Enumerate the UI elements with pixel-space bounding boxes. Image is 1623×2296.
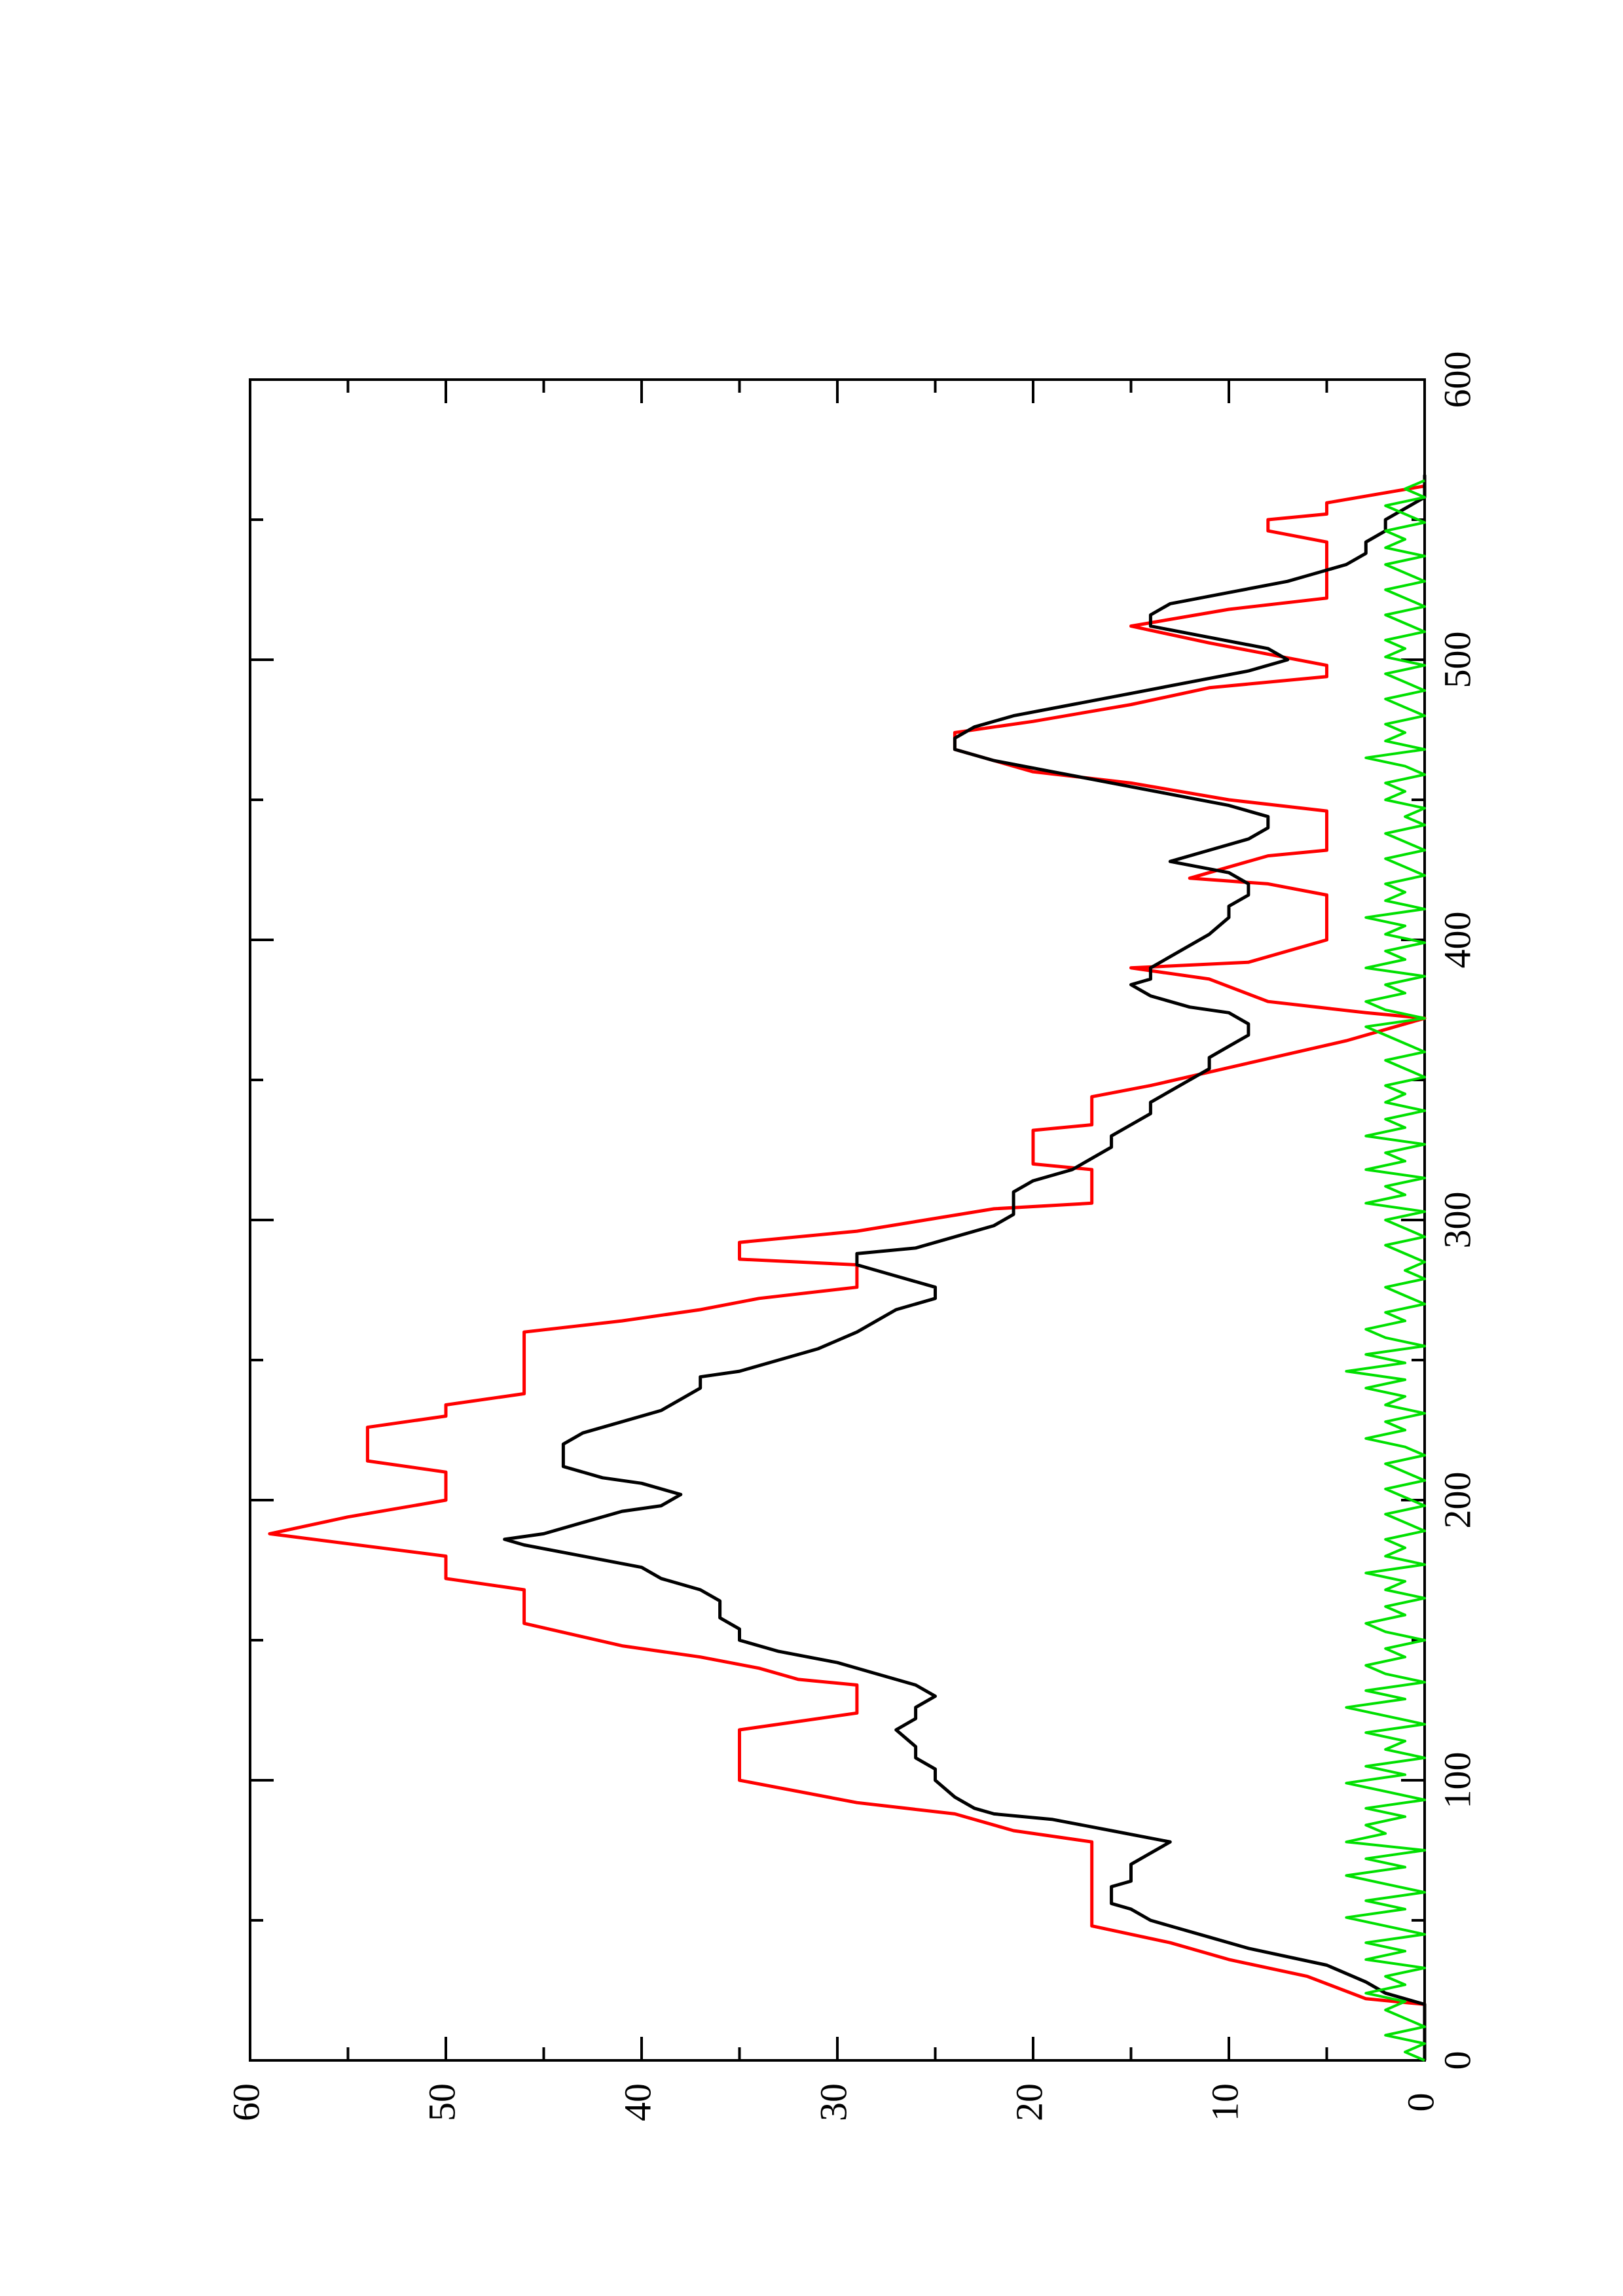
x-tick-label: 300 bbox=[1436, 1192, 1478, 1249]
y-tick-label: 60 bbox=[225, 2083, 267, 2121]
x-tick-label: 200 bbox=[1436, 1472, 1478, 1529]
plot-frame bbox=[249, 378, 1426, 2062]
y-tick-label: 40 bbox=[616, 2083, 659, 2121]
y-tick-label: 0 bbox=[1399, 2093, 1442, 2112]
y-tick-label: 10 bbox=[1203, 2083, 1246, 2121]
y-tick-label: 50 bbox=[420, 2083, 463, 2121]
series-line-2 bbox=[503, 475, 1427, 2060]
x-tick-label: 600 bbox=[1436, 351, 1478, 408]
x-tick-label: 400 bbox=[1436, 912, 1478, 969]
axis-ticks bbox=[249, 378, 1426, 2062]
series-line-3 bbox=[1345, 479, 1426, 2062]
series-group bbox=[268, 475, 1427, 2062]
x-tick-label: 500 bbox=[1436, 632, 1478, 689]
axis-tick-labels: 0 100 200 300 400 500 600 0 10 20 30 40 50 60 bbox=[225, 351, 1478, 2122]
y-tick-label: 20 bbox=[1008, 2083, 1050, 2121]
x-tick-label: 0 bbox=[1436, 2051, 1478, 2070]
series-line-1 bbox=[268, 475, 1427, 2060]
y-tick-label: 30 bbox=[812, 2083, 854, 2121]
x-tick-label: 100 bbox=[1436, 1752, 1478, 1809]
